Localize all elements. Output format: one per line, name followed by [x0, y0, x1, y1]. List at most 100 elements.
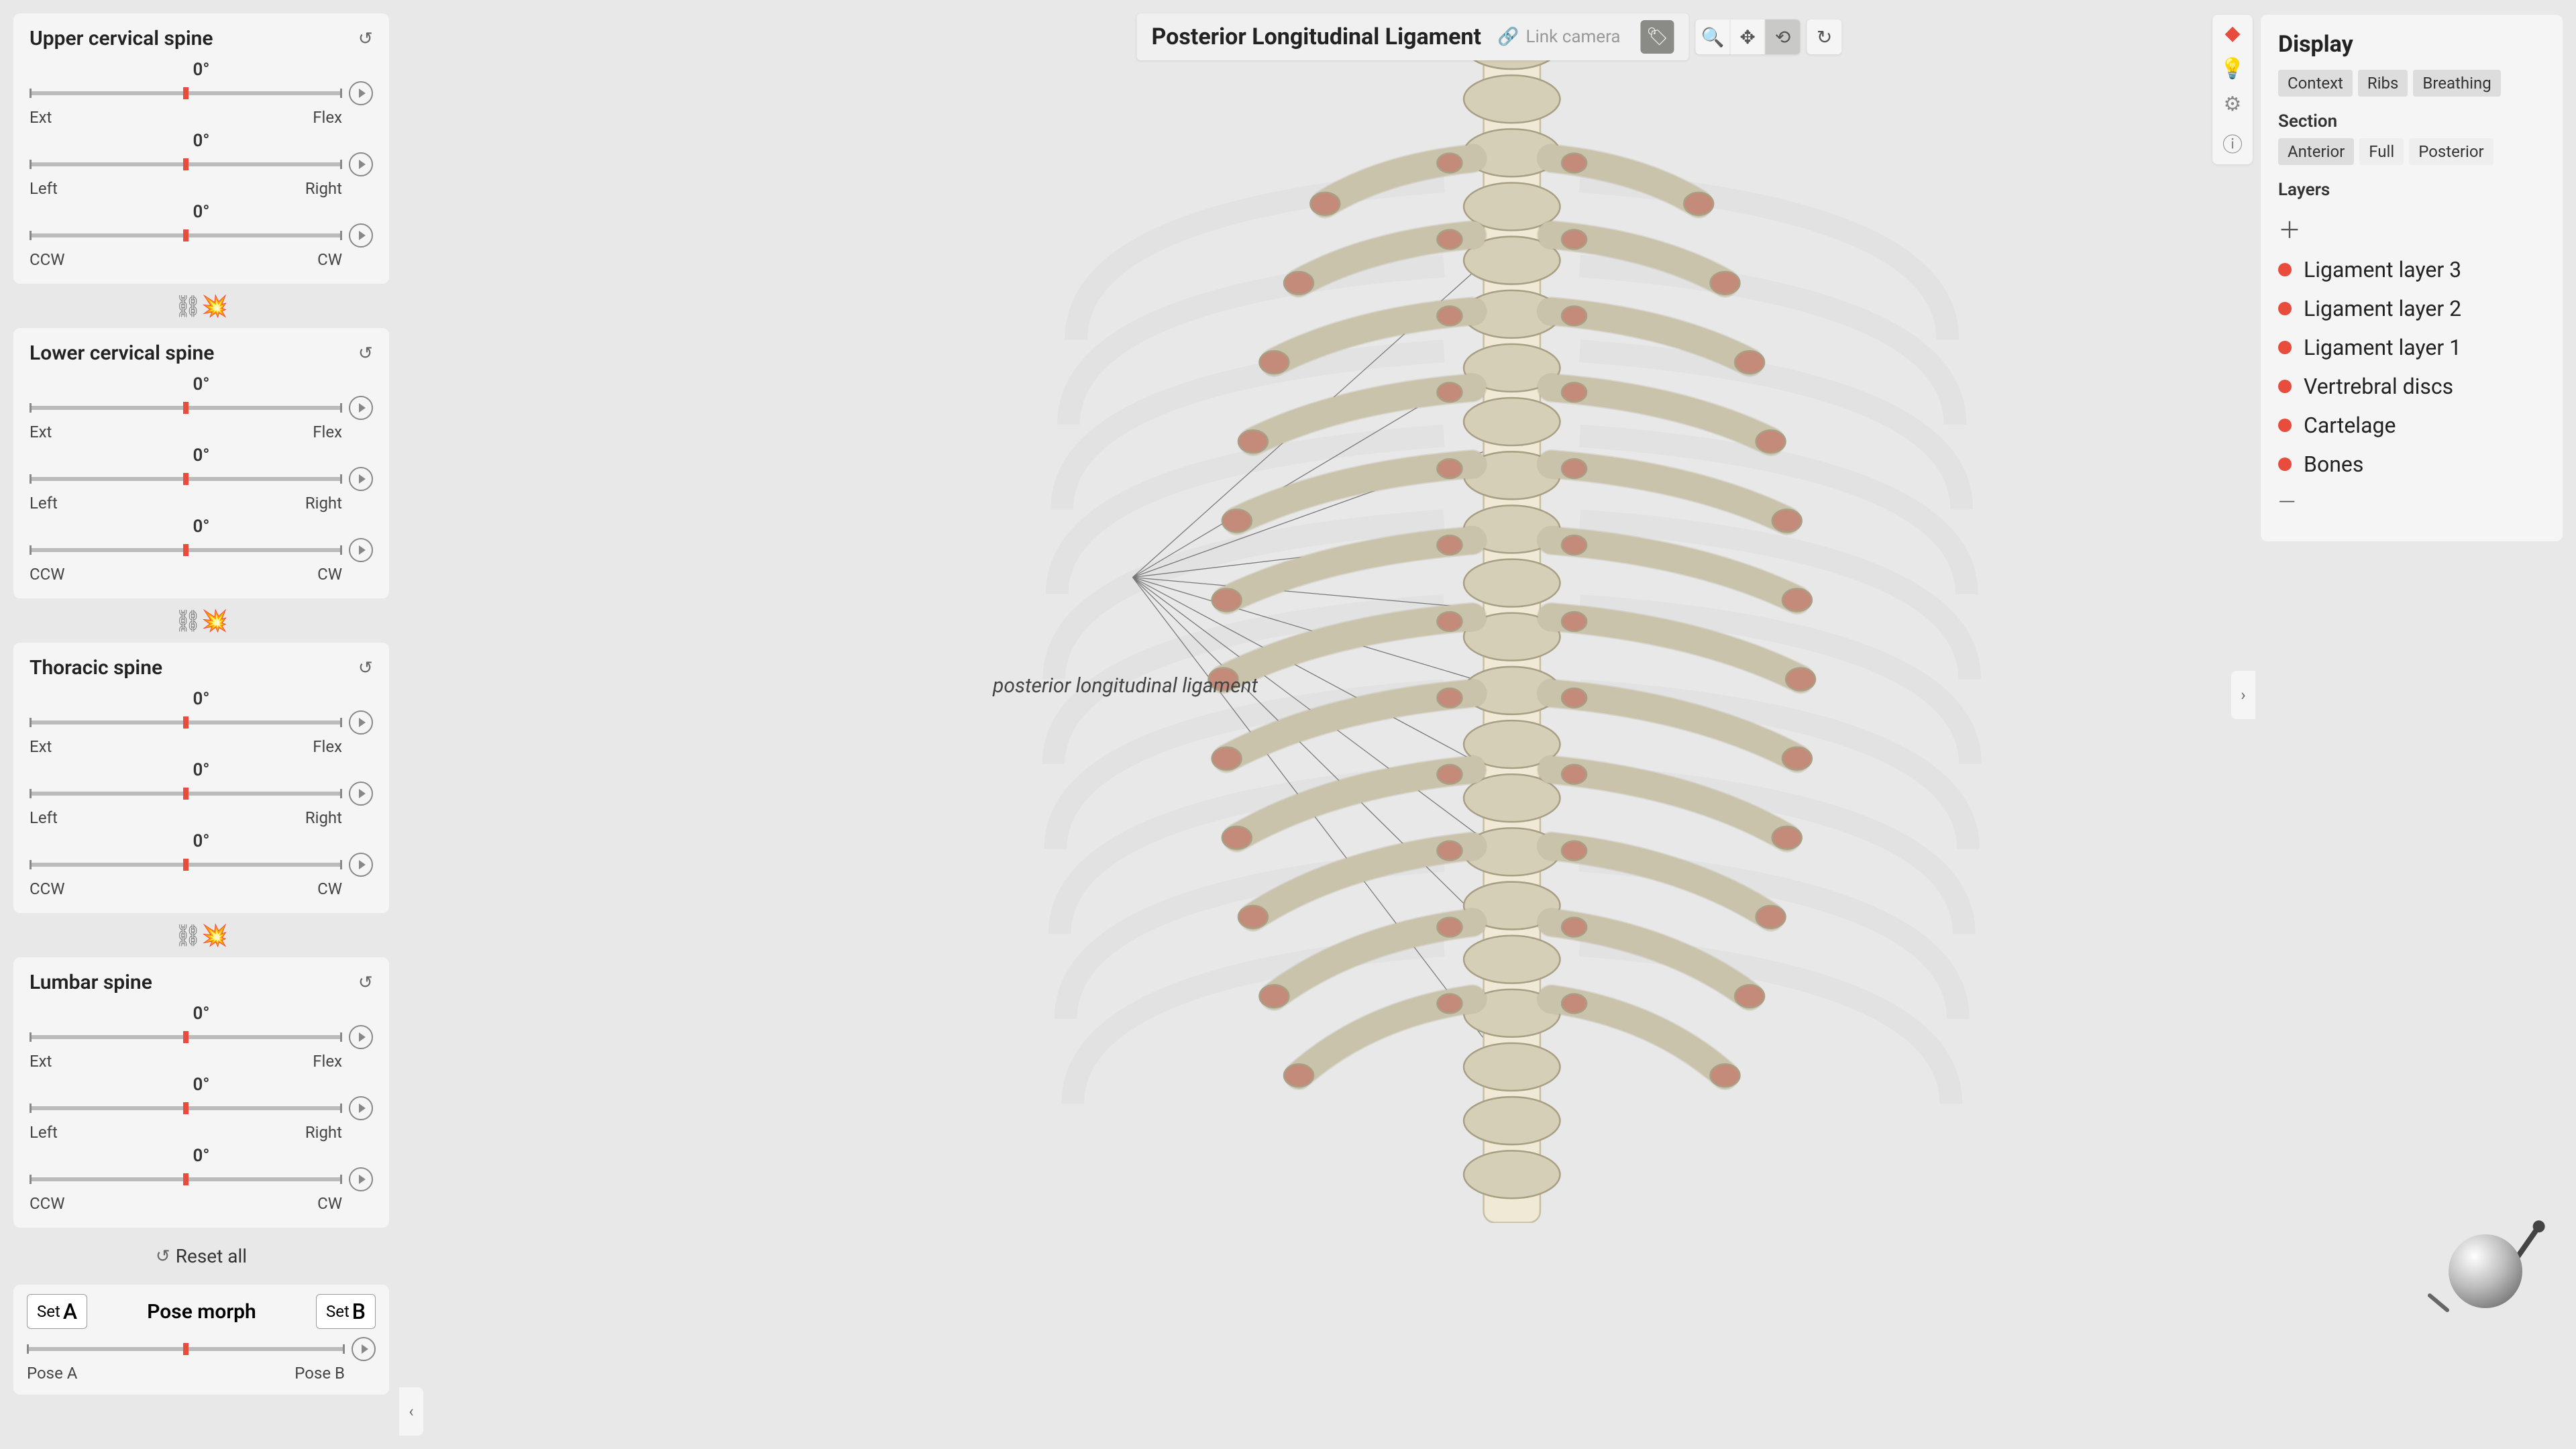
slider-label-right: Flex [313, 1052, 342, 1071]
link-camera-button[interactable]: 🔗 Link camera [1497, 27, 1620, 47]
slider-thumb[interactable] [183, 544, 189, 556]
slider-track[interactable] [30, 233, 342, 237]
slider-track[interactable] [30, 1106, 342, 1110]
add-layer-button[interactable]: ＋ [2278, 207, 2545, 250]
play-animation-button[interactable] [349, 1096, 373, 1120]
layer-row[interactable]: Vertrebral discs [2278, 367, 2545, 406]
layer-row[interactable]: Bones [2278, 445, 2545, 484]
slider-track[interactable] [30, 477, 342, 481]
slider-label-right: CW [317, 1194, 342, 1213]
link-sections-toggle[interactable]: ⛓︎‍💥 [174, 922, 228, 948]
viewport-topbar: Posterior Longitudinal Ligament 🔗 Link c… [1136, 13, 1841, 60]
section-chip[interactable]: Posterior [2409, 138, 2493, 165]
layer-dot-icon [2278, 302, 2292, 315]
display-heading: Display [2278, 31, 2545, 58]
reset-section-button[interactable]: ↻ [358, 658, 373, 678]
slider-track[interactable] [30, 1035, 342, 1039]
settings-panel-icon[interactable]: ⚙ [2224, 93, 2242, 116]
slider-label-right: Flex [313, 423, 342, 441]
reset-all-button[interactable]: ↻Reset all [13, 1233, 389, 1279]
slider-block: 0° Ext Flex [30, 1004, 373, 1071]
slider-thumb[interactable] [183, 859, 189, 871]
pin-button[interactable]: 🏷 [1641, 20, 1674, 54]
link-sections-toggle[interactable]: ⛓︎‍💥 [174, 608, 228, 633]
play-animation-button[interactable] [349, 1025, 373, 1049]
pose-morph-card: SetA Pose morph SetB Pose A Pose B [13, 1285, 389, 1395]
slider-block: 0° Left Right [30, 445, 373, 513]
remove-layer-button[interactable]: — [2278, 484, 2545, 521]
reset-section-button[interactable]: ↻ [358, 343, 373, 364]
collapse-right-panel-button[interactable]: › [2231, 671, 2255, 719]
slider-track[interactable] [30, 720, 342, 724]
slider-track[interactable] [30, 406, 342, 410]
layer-row[interactable]: Ligament layer 2 [2278, 289, 2545, 328]
set-pose-b-button[interactable]: SetB [316, 1294, 376, 1329]
play-animation-button[interactable] [349, 223, 373, 248]
slider-thumb[interactable] [183, 158, 189, 170]
play-morph-button[interactable] [352, 1337, 376, 1361]
pose-morph-slider[interactable] [27, 1347, 345, 1351]
slider-thumb[interactable] [183, 473, 189, 485]
slider-label-right: Right [305, 808, 342, 827]
slider-track[interactable] [30, 1177, 342, 1181]
lighting-panel-icon[interactable]: 💡 [2220, 57, 2245, 80]
slider-thumb[interactable] [183, 716, 189, 729]
slider-label-left: Ext [30, 423, 52, 441]
play-animation-button[interactable] [349, 152, 373, 176]
slider-value: 0° [30, 131, 373, 151]
play-animation-button[interactable] [349, 81, 373, 105]
info-panel-icon[interactable]: ⓘ [2222, 128, 2243, 158]
slider-track[interactable] [30, 548, 342, 552]
viewport-3d[interactable]: posterior longitudinal ligament Posterio… [402, 0, 2576, 1449]
slider-thumb[interactable] [183, 1343, 189, 1355]
play-animation-button[interactable] [349, 710, 373, 735]
section-chip[interactable]: Anterior [2278, 138, 2354, 165]
slider-track[interactable] [30, 792, 342, 796]
slider-thumb[interactable] [183, 402, 189, 414]
navigation-gizmo[interactable] [2442, 1228, 2529, 1315]
layer-row[interactable]: Ligament layer 3 [2278, 250, 2545, 289]
slider-track[interactable] [30, 91, 342, 95]
layers-list: ＋Ligament layer 3 Ligament layer 2 Ligamen… [2278, 207, 2545, 521]
display-chip-row: ContextRibsBreathing [2278, 70, 2545, 97]
play-animation-button[interactable] [349, 782, 373, 806]
section-chip-row: AnteriorFullPosterior [2278, 138, 2545, 165]
slider-label-left: Ext [30, 1052, 52, 1071]
slider-block: 0° Left Right [30, 1075, 373, 1142]
slider-thumb[interactable] [183, 229, 189, 241]
spine-section-title: Lower cervical spine [30, 341, 214, 365]
layer-row[interactable]: Cartelage [2278, 406, 2545, 445]
slider-label-left: Left [30, 179, 58, 198]
link-sections-toggle[interactable]: ⛓︎‍💥 [174, 293, 228, 319]
section-chip[interactable]: Full [2359, 138, 2404, 165]
reset-view-button[interactable]: ↻ [1807, 19, 1842, 54]
pan-tool[interactable]: ✥ [1731, 19, 1766, 54]
slider-thumb[interactable] [183, 788, 189, 800]
play-animation-button[interactable] [349, 538, 373, 562]
orbit-tool[interactable]: ⟲ [1766, 19, 1801, 54]
display-chip[interactable]: Breathing [2413, 70, 2500, 97]
set-pose-a-button[interactable]: SetA [27, 1294, 87, 1329]
slider-block: 0° Ext Flex [30, 374, 373, 441]
play-animation-button[interactable] [349, 853, 373, 877]
slider-thumb[interactable] [183, 1031, 189, 1043]
slider-label-left: Ext [30, 108, 52, 127]
zoom-tool[interactable]: 🔍 [1696, 19, 1731, 54]
slider-track[interactable] [30, 863, 342, 867]
display-chip[interactable]: Context [2278, 70, 2353, 97]
display-chip[interactable]: Ribs [2358, 70, 2408, 97]
spine-section-title: Thoracic spine [30, 656, 162, 680]
slider-thumb[interactable] [183, 1173, 189, 1185]
spine-illustration [402, 0, 2576, 1223]
slider-thumb[interactable] [183, 1102, 189, 1114]
layer-row[interactable]: Ligament layer 1 [2278, 328, 2545, 367]
slider-thumb[interactable] [183, 87, 189, 99]
slider-track[interactable] [30, 162, 342, 166]
play-animation-button[interactable] [349, 396, 373, 420]
reset-section-button[interactable]: ↻ [358, 973, 373, 993]
layers-panel-icon[interactable]: ◆ [2224, 21, 2240, 45]
reset-section-button[interactable]: ↻ [358, 29, 373, 49]
layer-label: Ligament layer 2 [2304, 296, 2461, 321]
play-animation-button[interactable] [349, 467, 373, 491]
play-animation-button[interactable] [349, 1167, 373, 1191]
